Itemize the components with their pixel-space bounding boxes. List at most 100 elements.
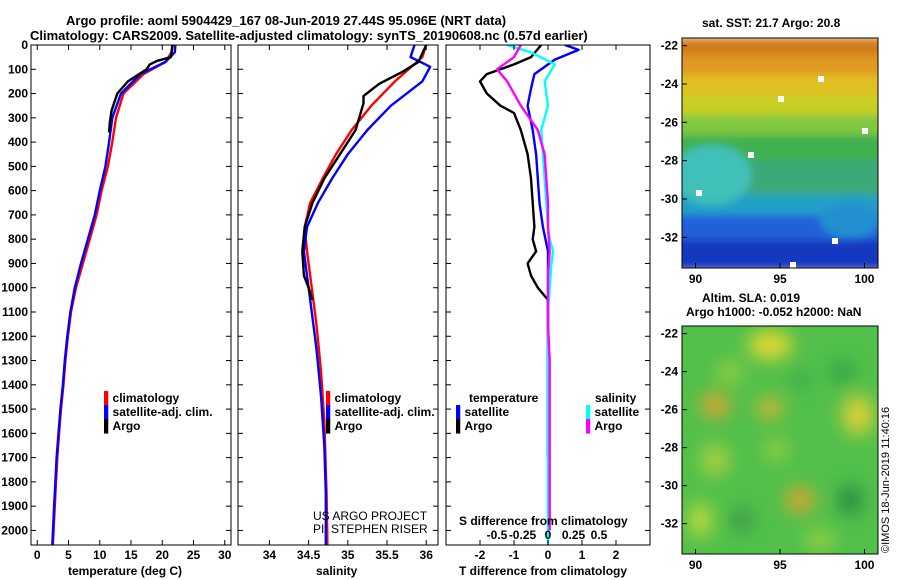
diff-legend-t-argo: ▌Argo: [456, 419, 493, 433]
depth-tick-label: 1600: [1, 426, 28, 440]
sla-map-title-2: Argo h1000: -0.052 h2000: NaN: [686, 305, 862, 319]
sla_map-ytick-label: -30: [661, 479, 679, 493]
sst_map-xtick-label: 90: [689, 272, 703, 286]
depth-tick-label: 1500: [1, 402, 28, 416]
diff-legend-sal-title: salinity: [595, 391, 637, 405]
diff-legend-temp-title: temperature: [469, 391, 539, 405]
depth-tick-label: 100: [8, 62, 28, 76]
salinity-xtick-label: 35.5: [375, 548, 399, 562]
sla-blobs: [688, 331, 874, 550]
legend-swatch-black: ▌: [104, 419, 113, 433]
sst-cloud-speck: [832, 238, 838, 244]
temp-legend-sat-label: satellite-adj. clim.: [112, 405, 213, 419]
legend-swatch-magenta: ▌: [586, 419, 595, 433]
diff-legend-s-sat-label: satellite: [594, 405, 640, 419]
sst_map-frame: [681, 37, 879, 269]
s-diff-tick-label: -0.5: [487, 528, 508, 542]
imos-stamp: ©IMOS 18-Jun-2019 11:40:16: [880, 406, 892, 553]
sla_map-ytick-label: -24: [661, 365, 679, 379]
sst_map-ytick-label: -22: [661, 39, 679, 53]
s-diff-tick-label: 0.5: [591, 528, 608, 542]
temperature-frame: [30, 44, 232, 546]
legend-swatch-black: ▌: [326, 419, 335, 433]
temperature-series-argo: [107, 45, 174, 133]
depth-tick-label: 200: [8, 87, 28, 101]
temperature-series-satellite-adj-clim-: [51, 45, 177, 545]
sst-cloud-speck: [748, 152, 754, 158]
salinity-xtick-label: 34.5: [297, 548, 321, 562]
sst_map-ytick-label: -32: [661, 230, 679, 244]
sst-band: [682, 75, 878, 97]
depth-tick-label: 1800: [1, 475, 28, 489]
depth-tick-label: 700: [8, 208, 28, 222]
sst-band: [682, 115, 878, 137]
sal-legend-clim-label: climatology: [334, 391, 402, 405]
title-line-2: Climatology: CARS2009. Satellite-adjuste…: [30, 28, 588, 43]
sal-legend-clim: ▌climatology: [326, 391, 401, 405]
salinity-xtick-label: 36: [420, 548, 434, 562]
diff-legend-t-sat: ▌satellite: [456, 405, 509, 419]
sla_map-ytick-label: -28: [661, 441, 679, 455]
s-diff-axis-label: S difference from climatology: [459, 514, 628, 528]
differences-xtick-label: -1: [509, 548, 520, 562]
title-line-1: Argo profile: aoml 5904429_167 08-Jun-20…: [66, 13, 507, 28]
t-diff-xlabel: T difference from climatology: [459, 564, 628, 578]
sal-legend-argo-label: Argo: [334, 419, 363, 433]
sst-cloud-speck: [790, 262, 796, 268]
s-diff-tick-label: -0.25: [509, 528, 537, 542]
sla-anomaly-blob: [842, 395, 874, 435]
sla_map-ytick-label: -32: [661, 517, 679, 531]
depth-tick-label: 1300: [1, 354, 28, 368]
sla-anomaly-blob: [701, 444, 729, 476]
differences-xtick-label: 1: [579, 548, 586, 562]
sal-legend-argo: ▌Argo: [326, 419, 363, 433]
sla-field: [682, 326, 878, 554]
legend-swatch-red: ▌: [326, 391, 335, 405]
sla_map-xtick-label: 95: [773, 558, 787, 572]
sla-anomaly-blob: [766, 440, 786, 460]
sla-anomaly-blob: [730, 508, 754, 532]
depth-tick-label: 1900: [1, 499, 28, 513]
salinity-xtick-label: 35: [341, 548, 355, 562]
depth-tick-label: 800: [8, 232, 28, 246]
depth-tick-label: 1000: [1, 281, 28, 295]
diff-legend-t-sat-label: satellite: [464, 405, 510, 419]
credit-line-2: PI: STEPHEN RISER: [313, 522, 428, 536]
sst-cloud-speck: [778, 96, 784, 102]
sla-anomaly-blob: [701, 393, 729, 417]
sst-cloud-speck: [818, 76, 824, 82]
temperature-xtick-label: 25: [187, 548, 201, 562]
legend-swatch-blue: ▌: [326, 405, 335, 419]
salinity-series-satellite-adj-clim-: [302, 45, 432, 545]
sla-anomaly-blob: [688, 502, 712, 538]
depth-tick-label: 2000: [1, 523, 28, 537]
depth-tick-label: 900: [8, 256, 28, 270]
s-diff-tick-label: 0: [545, 528, 552, 542]
credit-line-1: US ARGO PROJECT: [313, 509, 428, 523]
sla-anomaly-blob: [718, 362, 742, 382]
sst_map-ytick-label: -26: [661, 115, 679, 129]
differences-series-s-argo: [495, 45, 551, 531]
sst_map-xtick-label: 100: [854, 272, 874, 286]
temp-legend-argo: ▌Argo: [104, 419, 141, 433]
legend-swatch-blue: ▌: [104, 405, 113, 419]
temperature-xtick-label: 15: [124, 548, 138, 562]
temp-legend-clim: ▌climatology: [104, 391, 179, 405]
sla_map-ytick-label: -22: [661, 327, 679, 341]
diff-legend-s-argo-label: Argo: [594, 419, 623, 433]
sla-anomaly-blob: [828, 358, 856, 386]
temp-legend-sat: ▌satellite-adj. clim.: [104, 405, 213, 419]
salinity-series-group: [301, 45, 432, 545]
sst-band: [682, 38, 878, 57]
sla_map-ytick-label: -26: [661, 403, 679, 417]
salinity-xtick-label: 34: [263, 548, 277, 562]
sst_map-ytick-label: -24: [661, 77, 679, 91]
temp-legend-clim-label: climatology: [112, 391, 180, 405]
sst-gradient: [682, 38, 878, 268]
depth-tick-label: 400: [8, 135, 28, 149]
differences-series-s-satellite: [506, 45, 556, 545]
depth-tick-label: 1700: [1, 451, 28, 465]
legend-swatch-black: ▌: [456, 419, 465, 433]
sla-anomaly-blob: [838, 484, 862, 516]
